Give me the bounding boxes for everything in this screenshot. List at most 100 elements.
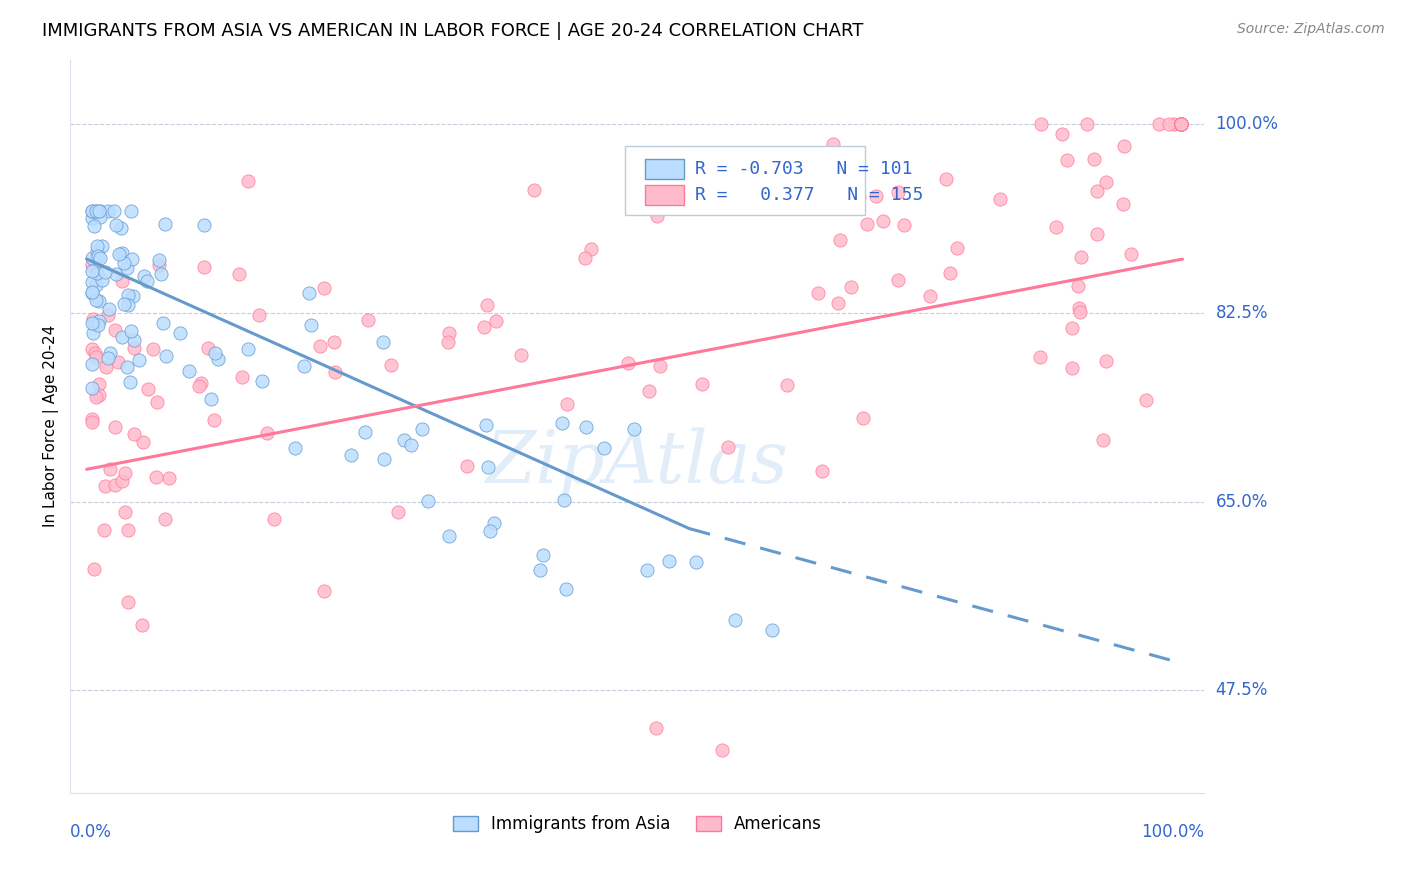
Point	[1029, 117, 1052, 131]
Point	[89, 210, 111, 224]
Point	[645, 209, 668, 223]
Point	[1170, 117, 1192, 131]
Point	[104, 477, 127, 491]
Point	[292, 359, 315, 374]
Legend: Immigrants from Asia, Americans: Immigrants from Asia, Americans	[446, 808, 828, 839]
Point	[132, 435, 155, 450]
Point	[988, 192, 1011, 206]
Point	[111, 330, 134, 344]
Point	[636, 189, 658, 203]
Point	[1170, 117, 1192, 131]
Text: 100.0%: 100.0%	[1216, 115, 1278, 133]
Point	[117, 298, 139, 312]
Point	[574, 252, 596, 266]
Point	[823, 136, 845, 151]
Point	[111, 474, 134, 488]
Text: 100.0%: 100.0%	[1142, 823, 1205, 841]
Point	[100, 462, 122, 476]
Point	[256, 425, 278, 440]
Point	[93, 523, 115, 537]
Point	[236, 342, 259, 356]
Point	[1147, 117, 1170, 131]
Point	[827, 295, 849, 310]
Point	[193, 218, 215, 232]
Point	[1069, 305, 1091, 319]
Point	[1045, 219, 1067, 234]
Point	[1029, 351, 1052, 365]
Point	[1170, 117, 1192, 131]
Point	[121, 252, 143, 267]
Point	[1135, 393, 1157, 408]
Point	[82, 203, 104, 218]
Point	[83, 317, 105, 331]
Point	[312, 281, 335, 295]
Point	[648, 359, 671, 373]
Point	[204, 345, 226, 359]
Point	[190, 376, 212, 390]
Point	[97, 308, 120, 322]
Point	[82, 264, 104, 278]
Point	[1067, 278, 1090, 293]
Point	[1170, 117, 1192, 131]
Text: IMMIGRANTS FROM ASIA VS AMERICAN IN LABOR FORCE | AGE 20-24 CORRELATION CHART: IMMIGRANTS FROM ASIA VS AMERICAN IN LABO…	[42, 22, 863, 40]
Point	[437, 529, 460, 543]
Point	[82, 258, 104, 272]
Point	[187, 379, 209, 393]
Point	[111, 274, 134, 288]
Point	[231, 370, 253, 384]
Point	[638, 384, 661, 398]
Point	[122, 341, 145, 355]
Point	[806, 286, 828, 301]
Point	[553, 493, 575, 508]
Point	[122, 427, 145, 442]
Text: 82.5%: 82.5%	[1216, 304, 1268, 322]
Point	[387, 505, 409, 519]
Point	[946, 241, 969, 255]
Point	[1170, 117, 1192, 131]
Point	[340, 449, 363, 463]
Point	[1170, 117, 1192, 131]
Point	[685, 556, 707, 570]
Point	[353, 425, 375, 440]
Point	[724, 613, 747, 627]
Point	[87, 388, 110, 402]
Point	[104, 419, 127, 434]
Point	[645, 721, 668, 735]
Point	[284, 441, 307, 455]
Point	[86, 203, 108, 218]
Point	[323, 335, 346, 350]
Point	[149, 267, 172, 281]
Point	[373, 451, 395, 466]
Point	[132, 268, 155, 283]
Point	[575, 420, 598, 434]
Point	[392, 433, 415, 447]
Point	[1119, 246, 1142, 260]
Point	[1170, 117, 1192, 131]
Point	[117, 595, 139, 609]
Point	[83, 346, 105, 360]
Point	[1170, 117, 1192, 131]
Point	[117, 523, 139, 537]
Point	[690, 377, 713, 392]
Point	[1067, 301, 1090, 315]
Point	[811, 463, 834, 477]
Point	[472, 319, 495, 334]
Point	[309, 339, 332, 353]
Point	[1095, 354, 1118, 368]
Point	[84, 278, 107, 293]
Point	[399, 438, 422, 452]
Point	[918, 289, 941, 303]
Point	[1050, 128, 1073, 142]
Point	[82, 326, 104, 340]
Point	[887, 185, 910, 199]
Point	[155, 349, 177, 363]
Point	[112, 256, 135, 270]
Point	[97, 203, 120, 218]
Point	[617, 356, 640, 370]
Point	[193, 260, 215, 275]
Point	[475, 418, 498, 433]
Point	[356, 313, 378, 327]
Point	[1112, 139, 1135, 153]
Point	[371, 334, 394, 349]
Point	[298, 285, 321, 300]
